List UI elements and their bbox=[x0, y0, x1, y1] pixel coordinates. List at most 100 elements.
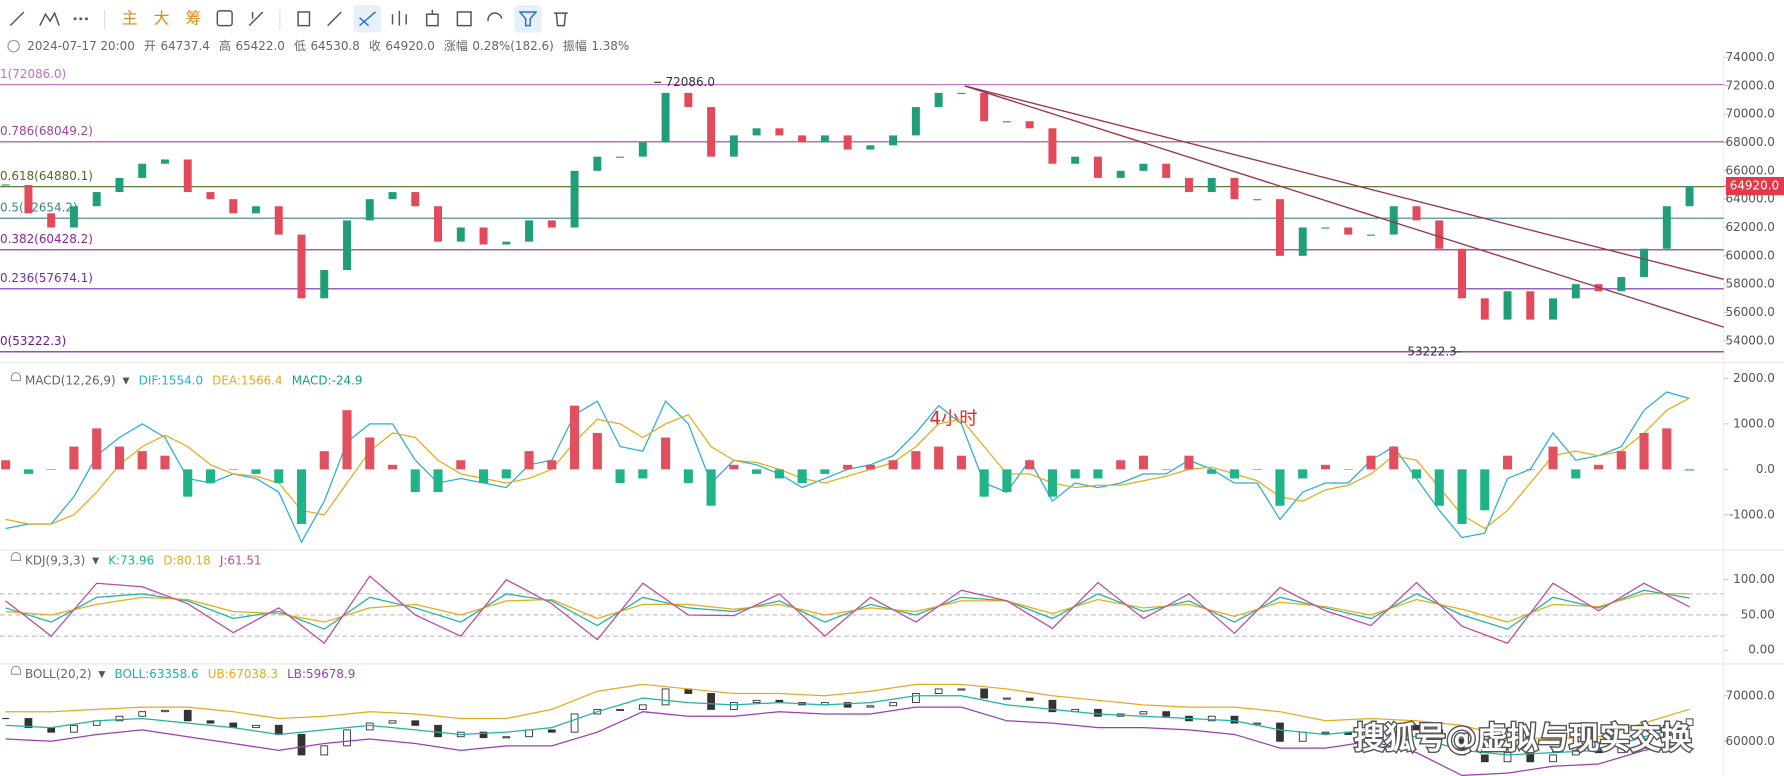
candle bbox=[1207, 177, 1216, 193]
candle bbox=[570, 713, 579, 733]
candle bbox=[1435, 220, 1444, 249]
macd-bar bbox=[228, 469, 238, 470]
toolbar-button[interactable]: 大 bbox=[154, 8, 170, 27]
candle bbox=[388, 192, 397, 200]
macd-bar bbox=[274, 469, 284, 484]
candle bbox=[525, 729, 533, 738]
tool-more[interactable] bbox=[73, 17, 88, 21]
y-tick-label: 1000.0 bbox=[1733, 416, 1775, 430]
candle bbox=[411, 720, 420, 726]
legend-icon bbox=[10, 372, 22, 382]
macd-bar bbox=[979, 469, 989, 497]
tool-icon[interactable] bbox=[297, 11, 311, 27]
candle bbox=[1549, 298, 1558, 320]
tool-icon[interactable] bbox=[391, 10, 407, 26]
y-tick-label: 50.00 bbox=[1741, 607, 1775, 621]
legend-entry: DIF:1554.0 bbox=[139, 373, 203, 387]
info-value: 64737.4 bbox=[160, 39, 209, 53]
candle bbox=[1230, 177, 1239, 200]
legend-caret: ▼ bbox=[98, 670, 105, 680]
info-value: 1.38% bbox=[591, 39, 629, 53]
toolbar-button[interactable]: 主 bbox=[122, 8, 138, 27]
fib-label: 1(72086.0) bbox=[0, 67, 66, 81]
legend-entry: D:80.18 bbox=[163, 553, 210, 567]
info-icon[interactable] bbox=[7, 39, 20, 53]
candle bbox=[1002, 121, 1011, 123]
legend: BOLL(20,2) ▼ BOLL:63358.6 UB:67038.3 LB:5967… bbox=[25, 667, 355, 681]
tool-icon[interactable] bbox=[456, 11, 472, 27]
y-tick-label: 68000.0 bbox=[1726, 135, 1775, 149]
indicator-line bbox=[5, 683, 1690, 740]
macd-bar bbox=[729, 464, 739, 470]
info-bar: 2024-07-17 20:00 开 64737.4 高 65422.0 低 64530.8… bbox=[27, 38, 629, 53]
macd-bar bbox=[1229, 469, 1240, 479]
legend-caret: ▼ bbox=[92, 556, 99, 566]
fib-label: 0.382(60428.2) bbox=[0, 232, 93, 246]
macd-bar bbox=[615, 469, 625, 484]
candle bbox=[274, 206, 283, 235]
macd-bar bbox=[911, 451, 921, 470]
tool-line[interactable] bbox=[9, 11, 25, 27]
macd-bar bbox=[1502, 455, 1513, 470]
legend-entry: K:73.96 bbox=[108, 553, 154, 567]
candle bbox=[1298, 227, 1307, 256]
candle bbox=[365, 199, 374, 221]
y-tick-label: 72000.0 bbox=[1726, 78, 1775, 92]
candle bbox=[252, 206, 260, 214]
candle bbox=[980, 688, 989, 699]
y-tick-label: 74000.0 bbox=[1726, 50, 1775, 64]
candle bbox=[1253, 722, 1262, 725]
tool-icon[interactable] bbox=[487, 12, 503, 22]
y-tick-label: 100.00 bbox=[1733, 572, 1775, 586]
tool-delete[interactable] bbox=[554, 12, 568, 27]
candle bbox=[1344, 227, 1353, 235]
macd-bar bbox=[296, 469, 307, 524]
candle bbox=[1412, 206, 1421, 221]
candle bbox=[434, 206, 443, 242]
extreme-label: 53222.3 bbox=[1407, 344, 1456, 358]
candle bbox=[616, 156, 625, 158]
tool-filter[interactable] bbox=[518, 11, 538, 27]
tool-icon[interactable] bbox=[327, 11, 342, 27]
legend-entry: MACD:-24.9 bbox=[292, 373, 363, 387]
macd-bar bbox=[1047, 469, 1057, 497]
candle bbox=[1662, 206, 1671, 249]
macd-bar bbox=[1662, 428, 1672, 470]
candle bbox=[638, 142, 647, 157]
candle bbox=[1162, 163, 1171, 178]
macd-bar bbox=[865, 464, 875, 470]
tool-icon[interactable] bbox=[248, 11, 264, 27]
macd-bar bbox=[1434, 469, 1444, 506]
indicator-line bbox=[5, 593, 1690, 623]
macd-bar bbox=[934, 446, 944, 470]
fib-label: 0.5(62654.2) bbox=[0, 200, 78, 214]
candle bbox=[911, 107, 920, 136]
toolbar-button[interactable]: 筹 bbox=[185, 8, 201, 27]
macd-bar bbox=[774, 469, 784, 479]
candle bbox=[1503, 291, 1512, 320]
tool-chart[interactable] bbox=[39, 11, 60, 26]
candle bbox=[343, 729, 351, 747]
macd-bar bbox=[1480, 469, 1490, 511]
tool-icon[interactable] bbox=[359, 11, 376, 27]
macd-bar bbox=[820, 469, 830, 474]
candle bbox=[183, 159, 192, 193]
candle bbox=[1275, 199, 1284, 256]
y-tick-label: 66000.0 bbox=[1726, 163, 1775, 177]
candle bbox=[1480, 298, 1489, 320]
macd-bar bbox=[1138, 455, 1148, 470]
candle bbox=[320, 745, 329, 756]
candle bbox=[957, 92, 966, 95]
candle bbox=[297, 234, 306, 299]
tool-icon[interactable] bbox=[216, 10, 233, 27]
info-label: 振幅 bbox=[563, 38, 587, 53]
y-tick-label: 56000.0 bbox=[1726, 305, 1775, 319]
candle bbox=[707, 107, 716, 157]
candle bbox=[92, 192, 101, 207]
candle bbox=[1389, 206, 1398, 235]
candle bbox=[456, 227, 465, 242]
macd-bar bbox=[1571, 469, 1581, 479]
info-label: 涨幅 bbox=[444, 38, 468, 53]
tool-icon[interactable] bbox=[425, 9, 439, 27]
